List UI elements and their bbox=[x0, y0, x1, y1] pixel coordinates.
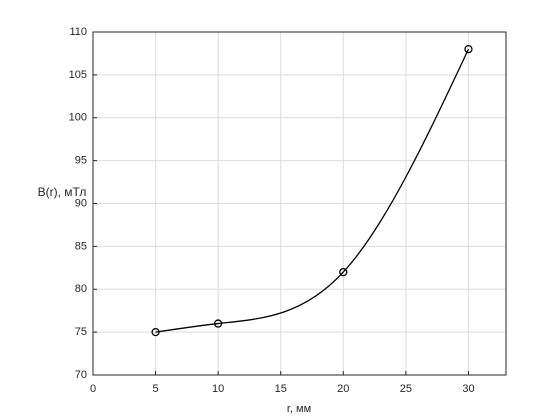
axes-box bbox=[92, 31, 507, 376]
y-tick-label: 100 bbox=[69, 112, 87, 124]
x-tick-label: 5 bbox=[153, 383, 159, 395]
x-tick-label: 30 bbox=[462, 383, 474, 395]
x-tick-label: 15 bbox=[275, 383, 287, 395]
y-tick-label: 90 bbox=[75, 197, 87, 209]
y-tick-label: 85 bbox=[75, 240, 87, 252]
x-axis-label: r, мм bbox=[287, 403, 311, 415]
data-point bbox=[151, 327, 160, 337]
data-point bbox=[214, 319, 223, 328]
x-tick-label: 20 bbox=[337, 383, 349, 395]
y-tick-label: 75 bbox=[75, 326, 87, 338]
y-tick-label: 95 bbox=[75, 155, 87, 167]
y-tick-label: 80 bbox=[75, 283, 87, 295]
data-point bbox=[464, 45, 473, 54]
y-axis-label: B(r), мТл bbox=[38, 185, 87, 199]
x-tick-label: 10 bbox=[212, 383, 224, 395]
y-tick-label: 70 bbox=[75, 369, 87, 381]
y-tick-label: 110 bbox=[69, 26, 87, 38]
x-tick-label: 25 bbox=[400, 383, 412, 395]
data-point bbox=[339, 267, 348, 277]
x-tick-label: 0 bbox=[90, 383, 96, 395]
data-line bbox=[155, 48, 470, 333]
y-tick-label: 105 bbox=[69, 69, 87, 81]
